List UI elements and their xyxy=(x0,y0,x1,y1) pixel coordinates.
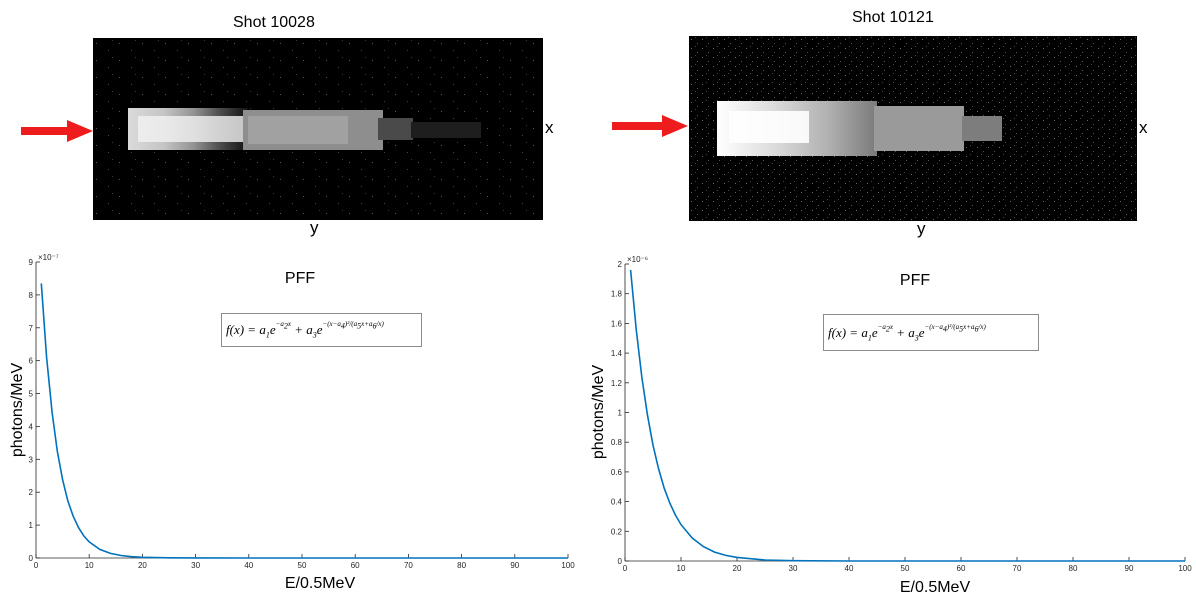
x-tick-label: 60 xyxy=(957,564,966,573)
chart-title: PFF xyxy=(900,272,930,289)
marker-arrow-left xyxy=(21,120,93,142)
x-tick-label: 80 xyxy=(1069,564,1078,573)
x-tick-label: 80 xyxy=(457,561,466,570)
x-tick-label: 10 xyxy=(677,564,686,573)
y-tick-label: 0 xyxy=(618,557,623,566)
formula-lhs-right: f(x) = xyxy=(828,324,859,340)
y-tick-label: 0.2 xyxy=(611,527,623,536)
series-line-0 xyxy=(629,269,1185,562)
y-tick-label: 1.8 xyxy=(611,290,623,299)
x-tick-label: 100 xyxy=(1178,564,1192,573)
exponent-label: ×10⁻⁷ xyxy=(38,253,59,262)
y-tick-label: 0.6 xyxy=(611,468,623,477)
formula-rhs-right: a1e−a2x + a3e−(x−a4)²/(a5x+a6/x) xyxy=(861,322,986,343)
y-tick-label: 6 xyxy=(29,357,34,366)
x-tick-label: 30 xyxy=(191,561,200,570)
y-tick-label: 9 xyxy=(29,258,34,267)
detector-image-right xyxy=(689,36,1137,221)
exponent-label: ×10⁻⁶ xyxy=(627,255,648,264)
x-axis-letter-right: x xyxy=(1139,118,1148,137)
x-axis-label: E/0.5MeV xyxy=(900,579,971,596)
x-tick-label: 30 xyxy=(789,564,798,573)
y-tick-label: 1.6 xyxy=(611,319,623,328)
x-axis-letter-left: x xyxy=(545,118,554,137)
shot-title-right: Shot 10121 xyxy=(852,9,934,26)
y-tick-label: 4 xyxy=(29,422,34,431)
x-tick-label: 10 xyxy=(85,561,94,570)
x-tick-label: 50 xyxy=(298,561,307,570)
x-tick-label: 20 xyxy=(138,561,147,570)
x-tick-label: 0 xyxy=(623,564,628,573)
x-tick-label: 70 xyxy=(404,561,413,570)
y-tick-label: 3 xyxy=(29,455,34,464)
x-tick-label: 0 xyxy=(34,561,39,570)
detector-beam-right xyxy=(689,36,1137,221)
chart-title: PFF xyxy=(285,270,315,287)
y-axis-label: photons/MeV xyxy=(590,365,607,460)
detector-beam-left xyxy=(93,38,543,220)
y-tick-label: 1.4 xyxy=(611,349,623,358)
y-tick-label: 2 xyxy=(29,488,34,497)
formula-box-left: f(x) = a1e−a2x + a3e−(x−a4)²/(a5x+a6/x) xyxy=(221,313,422,347)
detector-image-left xyxy=(93,38,543,220)
formula-lhs-left: f(x) = xyxy=(226,322,257,337)
shot-title-left: Shot 10028 xyxy=(233,14,315,31)
y-axis-letter-left: y xyxy=(310,218,319,237)
x-tick-label: 20 xyxy=(733,564,742,573)
y-tick-label: 8 xyxy=(29,291,34,300)
y-tick-label: 2 xyxy=(618,260,623,269)
x-tick-label: 40 xyxy=(845,564,854,573)
y-tick-label: 7 xyxy=(29,324,34,333)
marker-arrow-right xyxy=(612,115,688,137)
formula-rhs-left: a1e−a2x + a3e−(x−a4)²/(a5x+a6/x) xyxy=(259,320,384,340)
x-tick-label: 100 xyxy=(561,561,575,570)
y-tick-label: 0.4 xyxy=(611,498,623,507)
x-tick-label: 50 xyxy=(901,564,910,573)
y-tick-label: 5 xyxy=(29,390,34,399)
y-tick-label: 0.8 xyxy=(611,438,623,447)
x-tick-label: 70 xyxy=(1013,564,1022,573)
y-axis-label: photons/MeV xyxy=(9,363,26,458)
y-axis-letter-right: y xyxy=(917,219,926,238)
y-tick-label: 1 xyxy=(29,521,34,530)
x-tick-label: 90 xyxy=(1125,564,1134,573)
y-tick-label: 1 xyxy=(618,409,623,418)
series-line-0 xyxy=(40,283,568,559)
x-tick-label: 40 xyxy=(244,561,253,570)
x-tick-label: 60 xyxy=(351,561,360,570)
x-axis-label: E/0.5MeV xyxy=(285,575,356,592)
y-tick-label: 1.2 xyxy=(611,379,623,388)
formula-box-right: f(x) = a1e−a2x + a3e−(x−a4)²/(a5x+a6/x) xyxy=(823,314,1039,351)
y-tick-label: 0 xyxy=(29,554,34,563)
x-tick-label: 90 xyxy=(510,561,519,570)
